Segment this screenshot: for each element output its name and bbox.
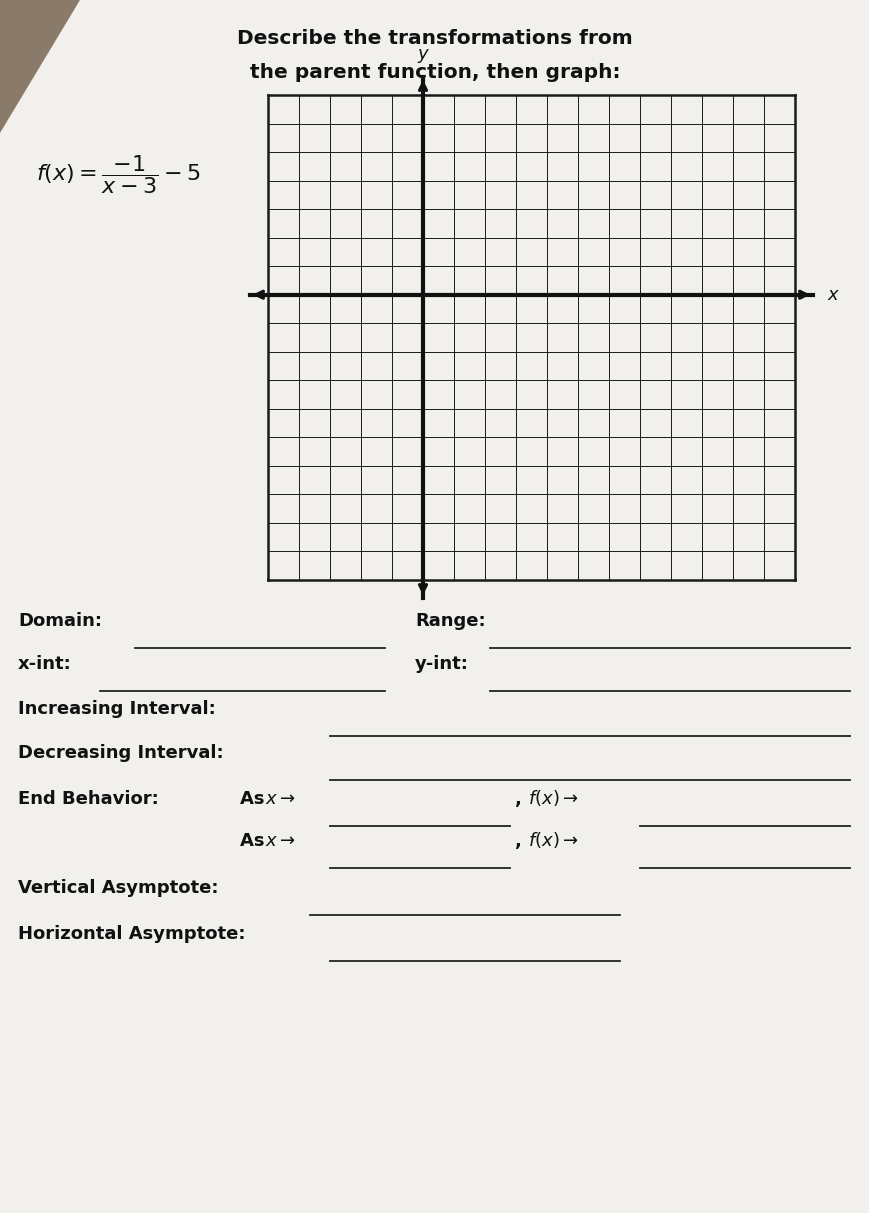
Text: Domain:: Domain: (18, 613, 102, 630)
Text: Horizontal Asymptote:: Horizontal Asymptote: (18, 926, 245, 943)
Text: $f(x) \rightarrow$: $f(x) \rightarrow$ (527, 788, 578, 808)
Text: Describe the transformations from: Describe the transformations from (237, 28, 632, 47)
Text: the parent function, then graph:: the parent function, then graph: (249, 63, 620, 81)
Text: y-int:: y-int: (415, 655, 468, 673)
Text: End Behavior:: End Behavior: (18, 790, 158, 808)
Text: x-int:: x-int: (18, 655, 71, 673)
Text: ,: , (514, 832, 534, 850)
Text: $f(x) = \dfrac{-1}{x-3} - 5$: $f(x) = \dfrac{-1}{x-3} - 5$ (36, 154, 200, 197)
Text: $f(x) \rightarrow$: $f(x) \rightarrow$ (527, 830, 578, 850)
Text: $x \rightarrow$: $x \rightarrow$ (265, 790, 295, 808)
Text: Vertical Asymptote:: Vertical Asymptote: (18, 879, 218, 896)
Text: x: x (826, 286, 837, 303)
Text: Range:: Range: (415, 613, 485, 630)
Text: As: As (240, 790, 270, 808)
Text: y: y (417, 45, 428, 63)
Text: Increasing Interval:: Increasing Interval: (18, 700, 216, 718)
Text: As: As (240, 832, 270, 850)
Polygon shape (0, 0, 80, 133)
Text: ,: , (514, 790, 534, 808)
Text: $x \rightarrow$: $x \rightarrow$ (265, 832, 295, 850)
Text: Decreasing Interval:: Decreasing Interval: (18, 744, 223, 762)
